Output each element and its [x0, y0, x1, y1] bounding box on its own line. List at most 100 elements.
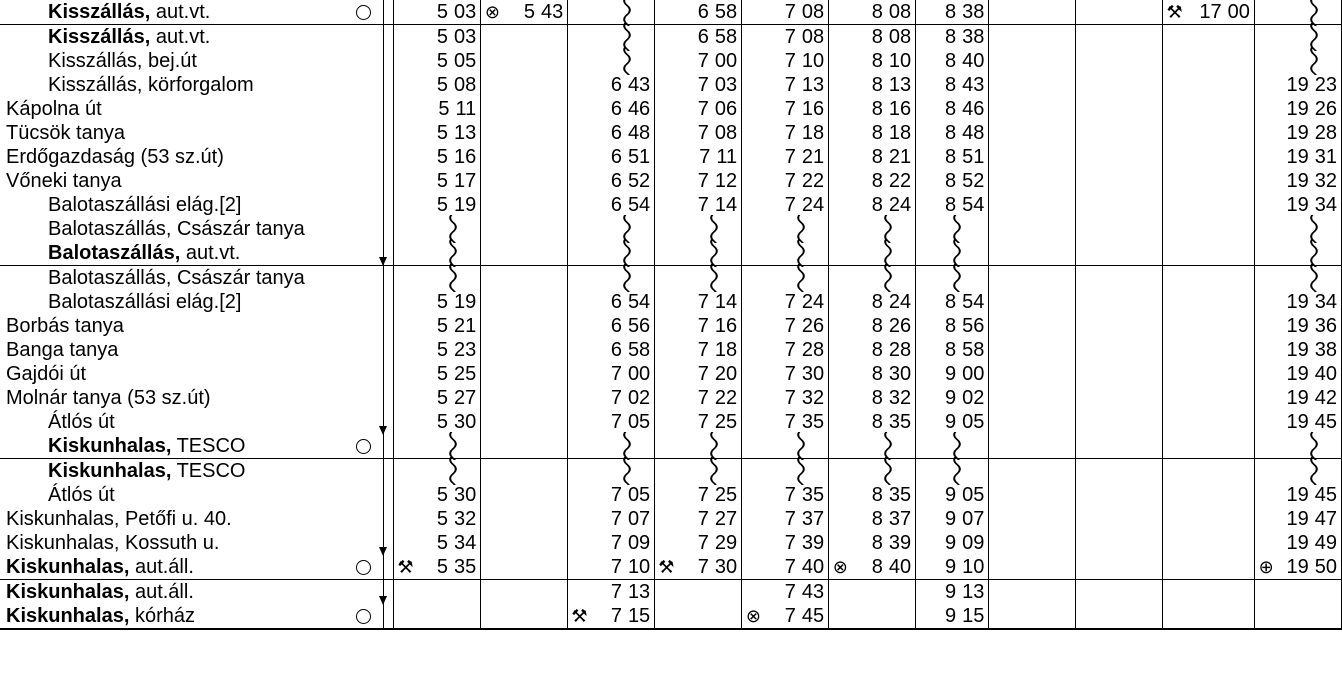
wave-icon: [1307, 215, 1321, 243]
departure-time: [1076, 290, 1163, 314]
departure-time: [852, 217, 916, 241]
wave-icon: [950, 239, 964, 267]
service-symbol: [829, 25, 852, 50]
stop-marker: [355, 121, 373, 145]
stop-marker: [355, 531, 373, 555]
departure-time: 511: [417, 97, 481, 121]
departure-time: 728: [765, 338, 829, 362]
departure-time: [916, 217, 989, 241]
departure-time: [916, 459, 989, 484]
departure-time: 840: [852, 555, 916, 580]
wave-icon: [446, 432, 460, 460]
service-symbol: [655, 362, 678, 386]
departure-time: [916, 241, 989, 266]
service-symbol: [568, 193, 591, 217]
service-symbol: [1254, 73, 1277, 97]
departure-time: [504, 73, 568, 97]
departure-time: [1186, 410, 1255, 434]
departure-time: [1076, 386, 1163, 410]
service-symbol: [1254, 25, 1277, 50]
departure-time: 1934: [1277, 290, 1341, 314]
service-symbol: [1254, 121, 1277, 145]
stop-name: Kiskunhalas, Petőfi u. 40.: [0, 507, 355, 531]
departure-time: 543: [504, 0, 568, 25]
departure-time: 837: [852, 507, 916, 531]
departure-time: [504, 483, 568, 507]
direction-arrow: [373, 121, 394, 145]
service-symbol: [1163, 145, 1186, 169]
service-symbol: [742, 531, 765, 555]
departure-time: 532: [417, 507, 481, 531]
service-symbol: [394, 434, 417, 459]
departure-time: [1076, 531, 1163, 555]
service-symbol: [742, 121, 765, 145]
service-symbol: [394, 121, 417, 145]
departure-time: [504, 434, 568, 459]
stop-marker: [355, 507, 373, 531]
service-symbol: [655, 241, 678, 266]
service-symbol: [655, 580, 678, 605]
direction-arrow: [373, 169, 394, 193]
service-symbol: [1163, 73, 1186, 97]
departure-time: 854: [916, 193, 989, 217]
departure-time: [504, 266, 568, 291]
departure-time: [989, 507, 1076, 531]
service-symbol: [568, 97, 591, 121]
service-symbol: [481, 531, 504, 555]
stop-marker: [355, 338, 373, 362]
departure-time: [1076, 410, 1163, 434]
stop-name: Kisszállás, aut.vt.: [0, 25, 355, 50]
stop-name: Vőneki tanya: [0, 169, 355, 193]
departure-time: [1186, 483, 1255, 507]
departure-time: 854: [916, 290, 989, 314]
service-symbol: [481, 121, 504, 145]
departure-time: 1942: [1277, 386, 1341, 410]
departure-time: [1186, 338, 1255, 362]
service-symbol: [568, 169, 591, 193]
stop-name: Borbás tanya: [0, 314, 355, 338]
direction-arrow: [373, 410, 394, 434]
departure-time: [1076, 145, 1163, 169]
service-symbol: [568, 459, 591, 484]
departure-time: 730: [765, 362, 829, 386]
departure-time: 816: [852, 97, 916, 121]
direction-arrow: [373, 314, 394, 338]
service-symbol: [1163, 25, 1186, 50]
departure-time: 821: [852, 145, 916, 169]
departure-time: 745: [765, 604, 829, 629]
wave-icon: [446, 264, 460, 292]
service-symbol: [1254, 531, 1277, 555]
service-symbol: [394, 386, 417, 410]
departure-time: [989, 97, 1076, 121]
departure-time: [504, 362, 568, 386]
departure-time: 513: [417, 121, 481, 145]
departure-time: [678, 217, 742, 241]
wave-icon: [620, 215, 634, 243]
stop-marker: [355, 362, 373, 386]
departure-time: 810: [852, 49, 916, 73]
service-symbol: [655, 97, 678, 121]
departure-time: [504, 459, 568, 484]
departure-time: [989, 314, 1076, 338]
service-symbol: [829, 145, 852, 169]
departure-time: [1277, 217, 1341, 241]
stop-marker: [355, 580, 373, 605]
direction-arrow: [373, 241, 394, 266]
terminus-icon: [356, 609, 371, 624]
departure-time: [417, 459, 481, 484]
departure-time: 700: [678, 49, 742, 73]
service-symbol: [1163, 580, 1186, 605]
service-symbol: [394, 73, 417, 97]
departure-time: 808: [852, 0, 916, 25]
departure-time: [1186, 555, 1255, 580]
service-symbol: [568, 531, 591, 555]
service-symbol: [568, 25, 591, 50]
departure-time: [989, 217, 1076, 241]
departure-time: [417, 241, 481, 266]
service-symbol: [394, 145, 417, 169]
departure-time: 735: [765, 410, 829, 434]
service-symbol: [1254, 290, 1277, 314]
departure-time: [1186, 507, 1255, 531]
service-symbol: [481, 97, 504, 121]
departure-time: 708: [765, 25, 829, 50]
